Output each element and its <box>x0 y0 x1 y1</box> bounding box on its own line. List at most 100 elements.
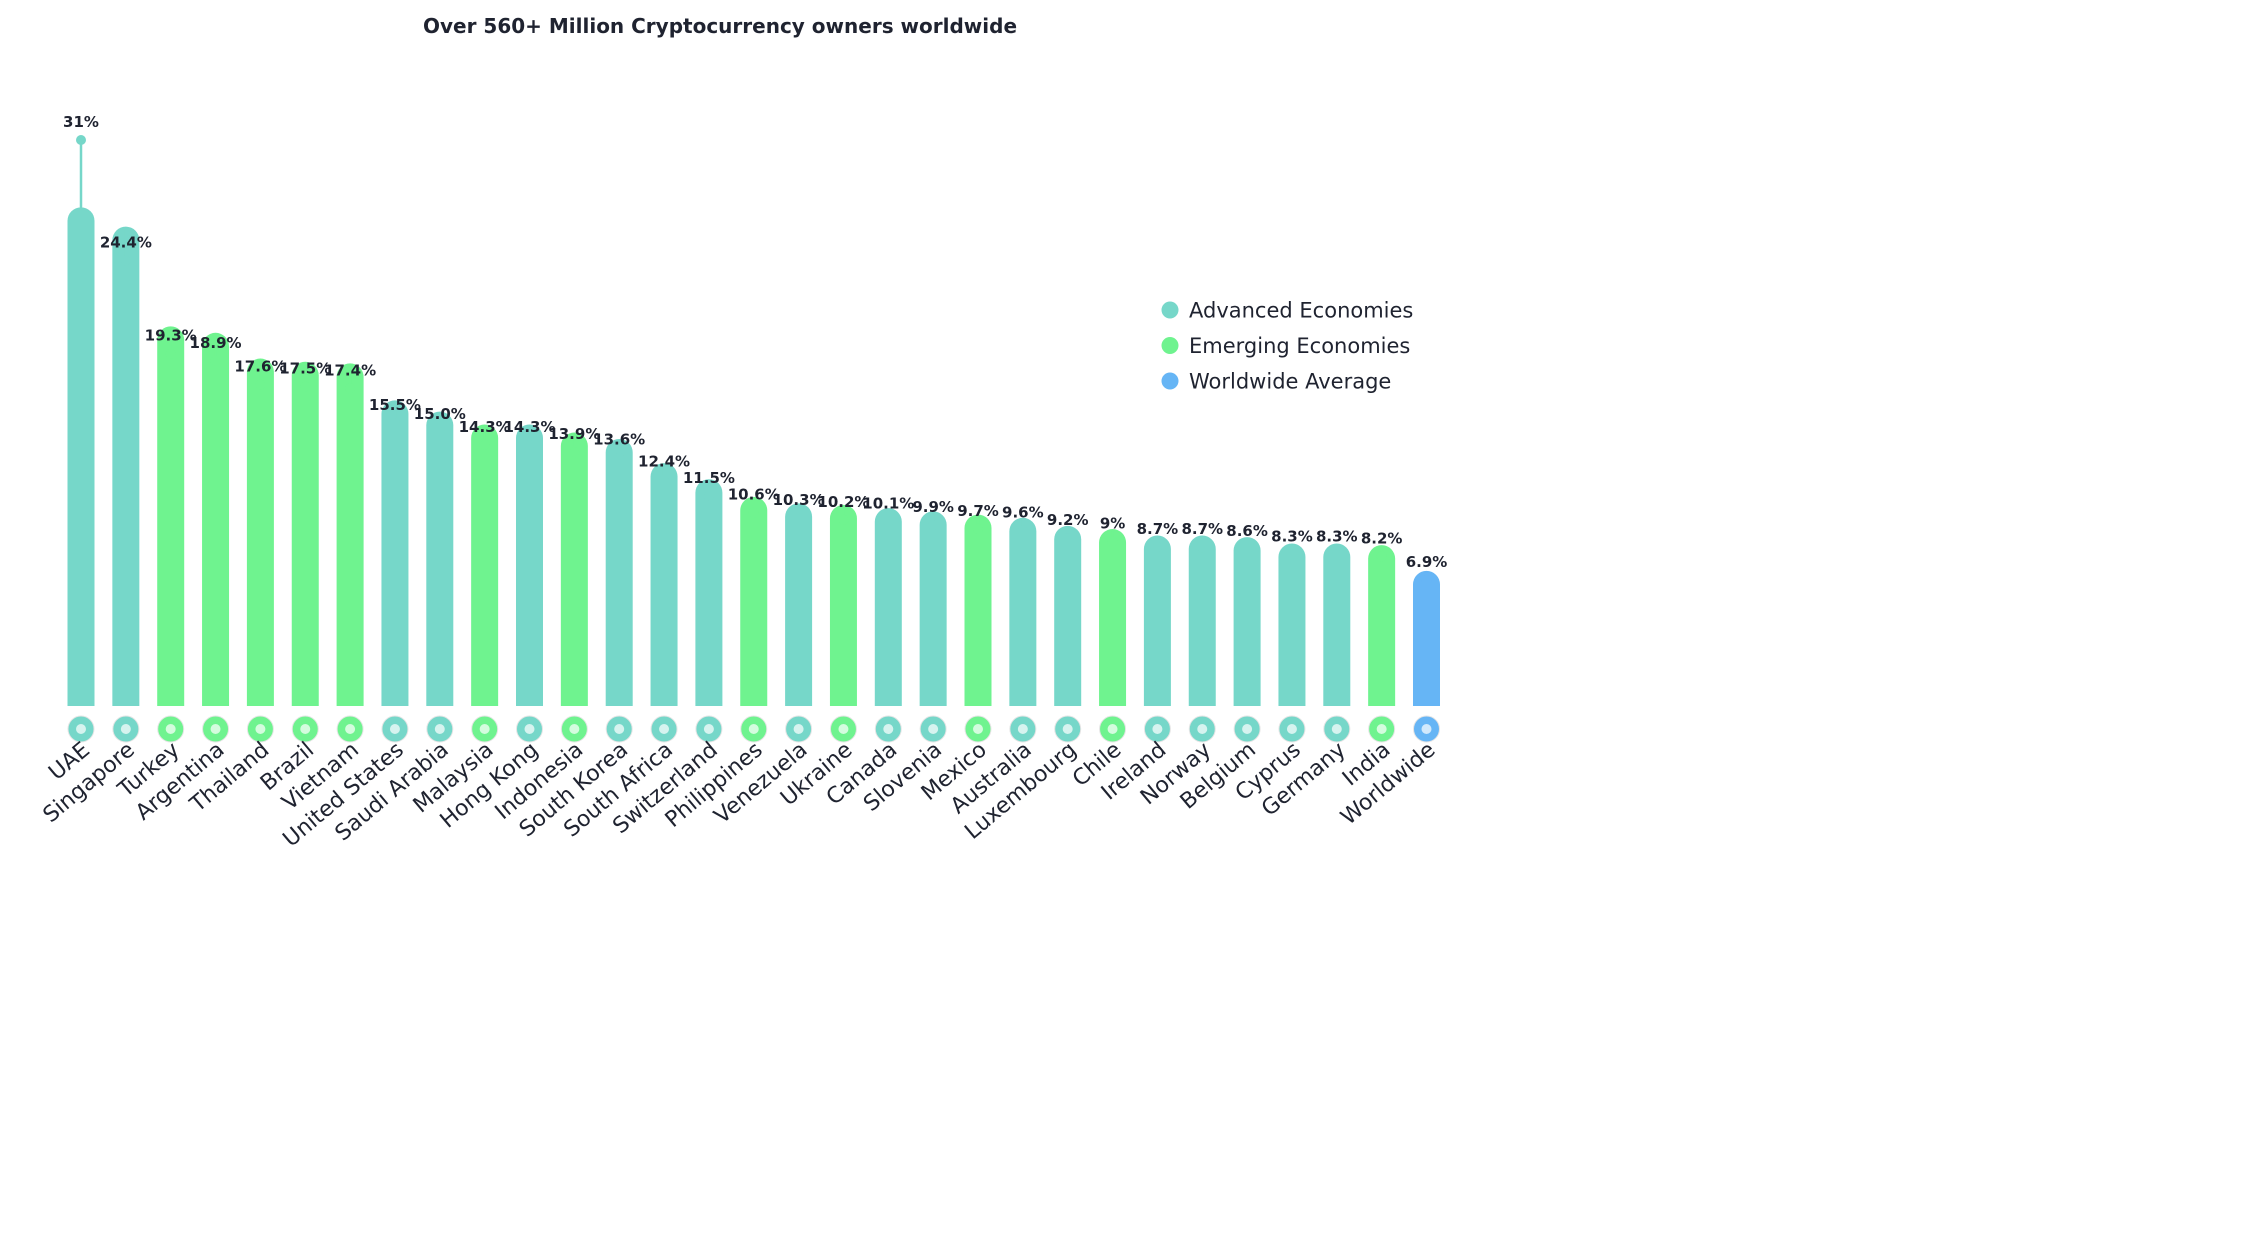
data-label: 8.2% <box>1361 529 1403 547</box>
data-label: 8.7% <box>1137 520 1179 538</box>
bar <box>471 424 499 706</box>
flag-emblem <box>1421 724 1432 734</box>
value-dot <box>1242 543 1253 554</box>
bar <box>112 226 140 706</box>
flag-emblem <box>973 724 983 734</box>
flag-emblem <box>1017 724 1028 734</box>
value-dot <box>1197 542 1208 553</box>
bar-group-singapore: 24.4%Singapore <box>39 226 152 828</box>
flag-emblem <box>479 724 490 734</box>
data-label: 10.2% <box>817 493 869 511</box>
bar <box>291 361 319 706</box>
flag-emblem <box>210 724 221 734</box>
data-label: 11.5% <box>683 469 735 487</box>
data-label: 10.1% <box>862 495 914 513</box>
flag-emblem <box>659 724 670 734</box>
value-dot <box>1286 549 1297 560</box>
value-dot <box>1152 542 1163 553</box>
value-dot <box>120 255 131 266</box>
flag-emblem <box>1242 724 1253 734</box>
bar <box>1233 537 1261 706</box>
flag-emblem <box>838 724 849 734</box>
flag-emblem <box>120 724 131 734</box>
flag-emblem <box>76 724 86 734</box>
data-label: 17.4% <box>324 361 376 379</box>
data-label: 14.3% <box>459 418 511 436</box>
value-dot <box>1331 549 1342 560</box>
flag-emblem <box>883 724 894 734</box>
value-dot <box>255 379 266 390</box>
flag-emblem <box>1197 724 1208 734</box>
bar <box>785 503 813 706</box>
flag-emblem <box>1286 724 1297 734</box>
bar <box>1323 543 1351 706</box>
bar <box>1099 529 1127 706</box>
value-dot <box>1062 533 1073 544</box>
data-label: 9.7% <box>957 502 999 520</box>
flag-emblem <box>345 724 356 734</box>
flag-emblem <box>1152 724 1163 734</box>
value-dot <box>300 381 311 392</box>
bar <box>650 463 678 706</box>
value-dot <box>883 516 894 527</box>
flag-emblem <box>524 724 535 734</box>
data-label: 17.5% <box>279 359 331 377</box>
flag-emblem <box>614 724 625 734</box>
value-dot <box>165 348 176 359</box>
flag-emblem <box>1376 724 1387 734</box>
bar <box>964 514 992 706</box>
bar <box>516 424 543 706</box>
data-label: 9.9% <box>912 498 954 516</box>
value-dot <box>614 452 625 463</box>
value-dot <box>1376 551 1387 562</box>
data-label: 8.7% <box>1181 520 1223 538</box>
value-dot <box>793 512 804 523</box>
bar <box>246 358 274 706</box>
flag-emblem <box>255 724 266 734</box>
data-label: 9% <box>1100 515 1125 533</box>
flag-emblem <box>389 724 400 734</box>
legend-item: Worldwide Average <box>1161 370 1391 394</box>
bar <box>1413 570 1440 706</box>
data-label: 18.9% <box>190 334 242 352</box>
data-label: 8.3% <box>1271 527 1313 545</box>
legend-item: Advanced Economies <box>1161 299 1413 323</box>
value-dot <box>389 418 400 428</box>
data-label: 8.6% <box>1226 522 1268 540</box>
flag-emblem <box>165 724 176 734</box>
data-label: 31% <box>63 113 99 131</box>
bar <box>1368 545 1396 706</box>
data-label: 10.6% <box>728 485 780 503</box>
data-label: 19.3% <box>145 327 197 345</box>
legend-swatch <box>1161 301 1179 319</box>
value-dot <box>1017 525 1028 536</box>
legend-label: Emerging Economies <box>1189 334 1410 358</box>
value-dot <box>838 514 849 525</box>
bar <box>67 207 95 706</box>
data-label: 15.5% <box>369 396 421 414</box>
data-label: 12.4% <box>638 453 690 471</box>
data-label: 14.3% <box>503 418 555 436</box>
legend-swatch <box>1161 372 1179 390</box>
value-dot <box>659 474 670 485</box>
data-label: 6.9% <box>1406 553 1448 571</box>
flag-emblem <box>1331 724 1342 734</box>
value-dot <box>434 427 445 438</box>
chart-legend: Advanced Economies Emerging Economies Worl… <box>1161 299 1413 394</box>
flag-emblem <box>434 724 445 734</box>
chart-title: Over 560+ Million Cryptocurrency owners … <box>422 14 1018 38</box>
flag-emblem <box>928 724 939 734</box>
data-label: 8.3% <box>1316 527 1358 545</box>
flag-emblem <box>300 724 311 734</box>
flag-emblem <box>703 724 714 734</box>
bar <box>740 496 768 706</box>
bar-group-uae: 31%UAE <box>44 113 99 786</box>
bar <box>426 411 454 706</box>
flag-emblem <box>569 724 580 734</box>
value-dot <box>703 491 714 502</box>
bar <box>1143 535 1171 706</box>
value-dot <box>479 439 490 450</box>
bar <box>157 326 185 706</box>
bar <box>919 511 947 706</box>
